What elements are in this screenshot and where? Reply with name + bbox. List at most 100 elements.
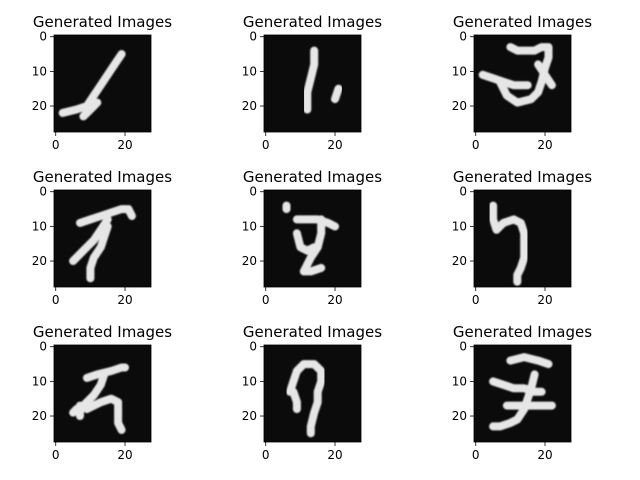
panel-title: Generated Images bbox=[33, 168, 172, 186]
glyph bbox=[489, 201, 529, 286]
glyph-stroke bbox=[76, 205, 136, 227]
glyph-stroke bbox=[79, 98, 102, 121]
glyph-stroke bbox=[478, 70, 532, 90]
y-tick-label: 20 bbox=[32, 254, 47, 268]
glyph-stroke bbox=[69, 370, 109, 417]
glyph bbox=[303, 46, 343, 114]
glyph-stroke bbox=[299, 215, 326, 276]
y-tick-label: 0 bbox=[39, 340, 47, 354]
x-tick-label: 20 bbox=[537, 293, 552, 307]
panel-title: Generated Images bbox=[33, 13, 172, 31]
x-tick-label: 0 bbox=[52, 138, 60, 152]
glyph bbox=[69, 205, 136, 283]
axes-frame bbox=[473, 189, 572, 288]
y-tick-label: 20 bbox=[452, 254, 467, 268]
x-tick-label: 20 bbox=[117, 138, 132, 152]
y-tick-label: 0 bbox=[39, 30, 47, 44]
glyph-stroke bbox=[303, 46, 319, 114]
glyph bbox=[58, 50, 126, 121]
glyph-stroke bbox=[86, 222, 112, 283]
y-tick-label: 10 bbox=[452, 64, 467, 78]
y-tick-label: 0 bbox=[249, 185, 257, 199]
x-tick-label: 0 bbox=[472, 293, 480, 307]
glyph bbox=[282, 201, 339, 276]
axes-frame bbox=[263, 189, 362, 288]
glyph-stroke bbox=[489, 201, 529, 286]
glyph-stroke bbox=[489, 377, 546, 396]
panel-title: Generated Images bbox=[453, 323, 592, 341]
x-tick-label: 0 bbox=[52, 448, 60, 462]
panel-title: Generated Images bbox=[243, 168, 382, 186]
axes-frame bbox=[53, 189, 152, 288]
y-tick-label: 0 bbox=[249, 30, 257, 44]
y-tick-label: 0 bbox=[459, 30, 467, 44]
x-tick-label: 0 bbox=[262, 293, 270, 307]
y-tick-label: 20 bbox=[242, 254, 257, 268]
y-tick-label: 20 bbox=[242, 409, 257, 423]
glyph-stroke bbox=[58, 50, 126, 117]
axes-frame bbox=[53, 344, 152, 443]
y-tick-label: 20 bbox=[452, 409, 467, 423]
x-tick-label: 20 bbox=[327, 138, 342, 152]
x-tick-label: 0 bbox=[472, 448, 480, 462]
panel-title: Generated Images bbox=[453, 168, 592, 186]
glyph-stroke bbox=[82, 363, 129, 382]
glyph-stroke bbox=[292, 229, 319, 255]
glyph-stroke bbox=[69, 215, 112, 265]
panel-title: Generated Images bbox=[453, 13, 592, 31]
y-tick-label: 20 bbox=[242, 99, 257, 113]
glyph-stroke bbox=[496, 43, 553, 107]
x-tick-label: 0 bbox=[472, 138, 480, 152]
x-tick-label: 0 bbox=[52, 293, 60, 307]
glyph bbox=[69, 363, 129, 434]
x-tick-label: 20 bbox=[117, 293, 132, 307]
glyph bbox=[286, 360, 326, 438]
y-tick-label: 20 bbox=[32, 409, 47, 423]
glyph-stroke bbox=[331, 84, 343, 104]
y-tick-label: 10 bbox=[452, 219, 467, 233]
glyph-stroke bbox=[534, 60, 556, 90]
y-tick-label: 10 bbox=[242, 64, 257, 78]
axes-frame bbox=[473, 344, 572, 443]
y-tick-label: 10 bbox=[32, 219, 47, 233]
x-tick-label: 0 bbox=[262, 448, 270, 462]
glyph-stroke bbox=[286, 360, 326, 438]
y-tick-label: 0 bbox=[249, 340, 257, 354]
glyph-stroke bbox=[489, 370, 539, 431]
glyph-stroke bbox=[289, 387, 301, 414]
axes-frame bbox=[263, 344, 362, 443]
y-tick-label: 10 bbox=[452, 374, 467, 388]
y-tick-label: 0 bbox=[459, 185, 467, 199]
panel-title: Generated Images bbox=[243, 13, 382, 31]
panel-title: Generated Images bbox=[243, 323, 382, 341]
image-background bbox=[54, 345, 151, 442]
x-tick-label: 20 bbox=[327, 293, 342, 307]
y-tick-label: 10 bbox=[242, 374, 257, 388]
y-tick-label: 20 bbox=[32, 99, 47, 113]
y-tick-label: 10 bbox=[32, 374, 47, 388]
glyph bbox=[489, 353, 556, 431]
axes-frame bbox=[473, 34, 572, 133]
y-tick-label: 10 bbox=[32, 64, 47, 78]
glyph-stroke bbox=[82, 394, 126, 434]
axes-frame bbox=[53, 34, 152, 133]
y-tick-label: 0 bbox=[459, 340, 467, 354]
glyph-stroke bbox=[506, 353, 553, 369]
x-tick-label: 20 bbox=[327, 448, 342, 462]
y-tick-label: 0 bbox=[39, 185, 47, 199]
x-tick-label: 0 bbox=[262, 138, 270, 152]
x-tick-label: 20 bbox=[117, 448, 132, 462]
y-tick-label: 10 bbox=[242, 219, 257, 233]
y-tick-label: 20 bbox=[452, 99, 467, 113]
